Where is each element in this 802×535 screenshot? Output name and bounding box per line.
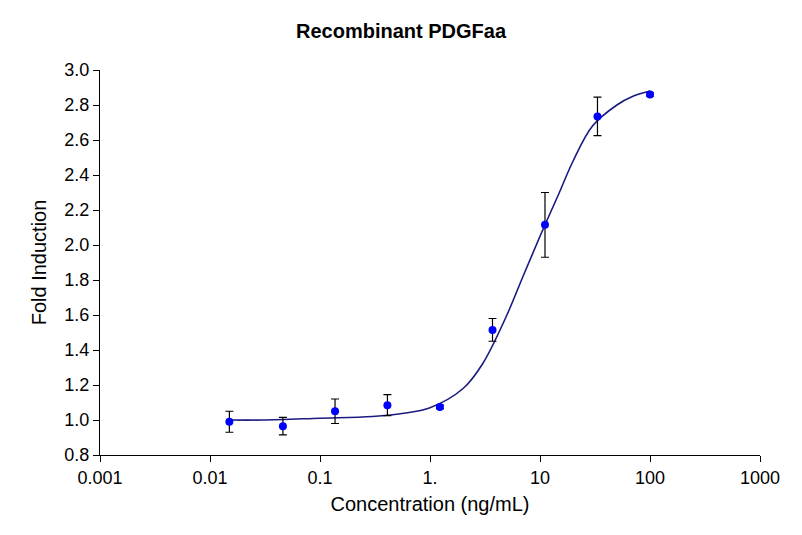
svg-text:0.8: 0.8 bbox=[64, 445, 89, 465]
svg-text:2.2: 2.2 bbox=[64, 200, 89, 220]
svg-text:Recombinant PDGFaa: Recombinant PDGFaa bbox=[296, 20, 507, 42]
svg-text:1000: 1000 bbox=[740, 468, 780, 488]
svg-text:Fold Induction: Fold Induction bbox=[28, 200, 50, 326]
svg-text:2.0: 2.0 bbox=[64, 235, 89, 255]
svg-text:3.0: 3.0 bbox=[64, 60, 89, 80]
svg-text:1.6: 1.6 bbox=[64, 305, 89, 325]
svg-text:1.2: 1.2 bbox=[64, 375, 89, 395]
svg-text:Concentration (ng/mL): Concentration (ng/mL) bbox=[331, 493, 530, 515]
svg-text:0.001: 0.001 bbox=[77, 468, 122, 488]
svg-text:2.8: 2.8 bbox=[64, 95, 89, 115]
svg-text:1.0: 1.0 bbox=[64, 410, 89, 430]
svg-text:0.1: 0.1 bbox=[307, 468, 332, 488]
svg-text:1.8: 1.8 bbox=[64, 270, 89, 290]
svg-text:1.: 1. bbox=[422, 468, 437, 488]
svg-text:100: 100 bbox=[635, 468, 665, 488]
svg-text:0.01: 0.01 bbox=[192, 468, 227, 488]
svg-text:2.6: 2.6 bbox=[64, 130, 89, 150]
svg-text:10: 10 bbox=[530, 468, 550, 488]
svg-text:2.4: 2.4 bbox=[64, 165, 89, 185]
svg-text:1.4: 1.4 bbox=[64, 340, 89, 360]
